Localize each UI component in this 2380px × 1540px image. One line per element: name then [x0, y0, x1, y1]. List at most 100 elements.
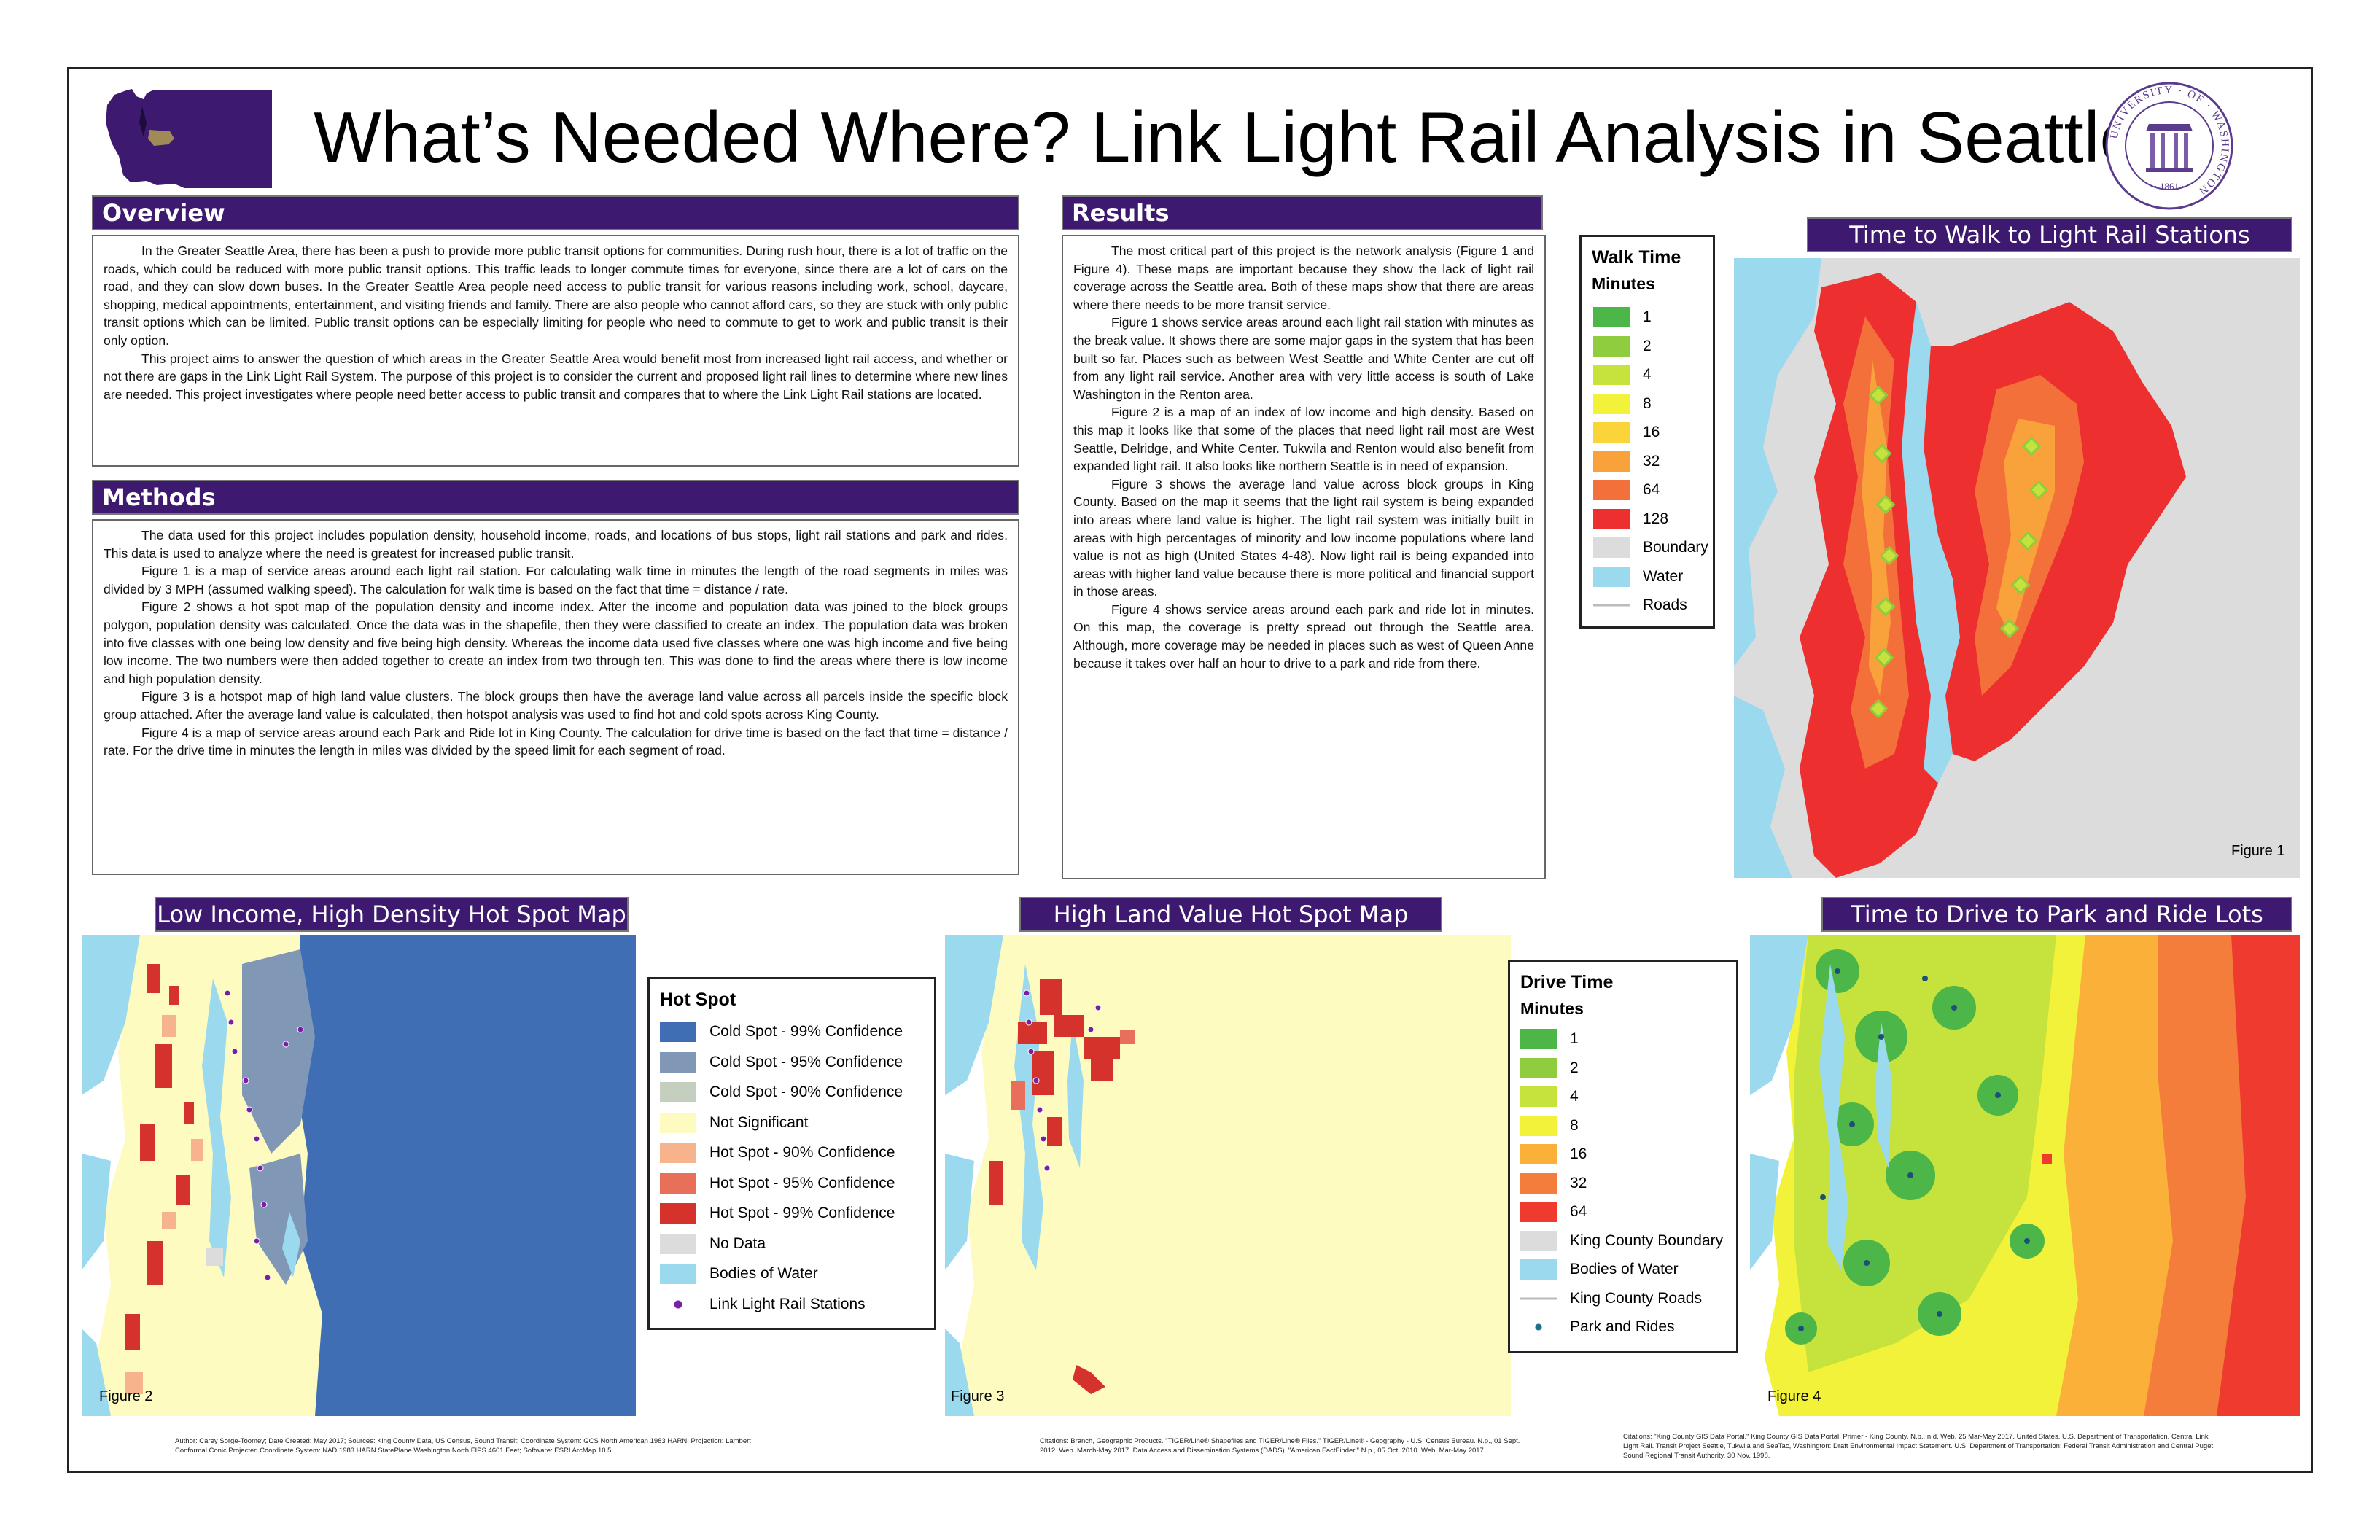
legend-label: King County Boundary — [1570, 1232, 1724, 1249]
drive-time-map — [1750, 935, 2300, 1416]
legend-label: Bodies of Water — [709, 1265, 818, 1282]
legend-label: Link Light Rail Stations — [709, 1295, 866, 1312]
landvalue-map-heading: High Land Value Hot Spot Map — [1019, 897, 1442, 932]
legend-swatch — [1520, 1144, 1557, 1164]
legend-label: No Data — [709, 1234, 766, 1252]
legend-item: Roads — [1593, 595, 1687, 615]
results-paragraph: Figure 1 shows service areas around each… — [1073, 315, 1534, 402]
legend-swatch — [660, 1203, 696, 1224]
walk-time-map — [1734, 258, 2300, 878]
hotspot-legend: Hot Spot Cold Spot - 99% Confidence Cold … — [648, 977, 936, 1330]
legend-swatch — [1520, 1029, 1557, 1049]
land-value-map — [945, 935, 1511, 1416]
legend-swatch — [660, 1264, 696, 1284]
legend-item: King County Roads — [1520, 1288, 1702, 1309]
walk-legend-subtitle: Minutes — [1592, 274, 1655, 293]
legend-swatch — [1520, 1259, 1557, 1280]
results-paragraph: Figure 2 is a map of an index of low inc… — [1073, 405, 1534, 474]
legend-label: 4 — [1570, 1088, 1579, 1105]
legend-item: Not Significant — [660, 1112, 809, 1133]
results-heading: Results — [1062, 195, 1543, 230]
methods-paragraph: Figure 3 is a hotspot map of high land v… — [104, 689, 1008, 722]
legend-item: Cold Spot - 99% Confidence — [660, 1022, 903, 1042]
legend-item: Cold Spot - 95% Confidence — [660, 1051, 903, 1073]
legend-item: King County Boundary — [1520, 1230, 1724, 1251]
legend-swatch — [1593, 595, 1630, 615]
legend-item: No Data — [660, 1233, 766, 1254]
census-citation: Citations: Branch, Geographic Products. … — [1040, 1437, 1520, 1455]
university-seal-icon: UNIVERSITY · OF · WASHINGTON · 1861 · — [2105, 82, 2233, 210]
legend-swatch — [1593, 422, 1630, 443]
legend-label: Cold Spot - 90% Confidence — [709, 1084, 903, 1100]
legend-swatch — [1520, 1086, 1557, 1107]
hotspot-legend-title: Hot Spot — [660, 989, 736, 1010]
legend-item: Boundary — [1593, 537, 1708, 558]
hotspot-map-heading: Low Income, High Density Hot Spot Map — [155, 897, 629, 932]
legend-label: 64 — [1570, 1203, 1587, 1220]
legend-swatch — [660, 1172, 696, 1194]
methods-paragraph: Figure 2 shows a hot spot map of the pop… — [104, 599, 1008, 686]
figure-4-label: Figure 4 — [1768, 1388, 1821, 1404]
washington-state-logo — [106, 89, 272, 188]
legend-label: 1 — [1570, 1030, 1579, 1047]
legend-label: Roads — [1643, 596, 1687, 613]
legend-swatch — [660, 1294, 696, 1315]
legend-label: Water — [1643, 567, 1684, 585]
legend-swatch — [660, 1143, 696, 1163]
legend-swatch — [1593, 365, 1630, 385]
legend-label: Cold Spot - 95% Confidence — [709, 1053, 903, 1070]
results-paragraph: Figure 3 shows the average land value ac… — [1073, 476, 1534, 599]
legend-label: 32 — [1643, 452, 1660, 470]
methods-paragraph: Figure 1 is a map of service areas aroun… — [104, 564, 1008, 596]
legend-swatch — [1520, 1230, 1557, 1251]
legend-swatch — [1520, 1172, 1557, 1194]
drive-legend-subtitle: Minutes — [1520, 999, 1584, 1018]
legend-swatch — [660, 1022, 696, 1042]
legend-label: 64 — [1643, 481, 1660, 498]
legend-item: Hot Spot - 99% Confidence — [660, 1203, 895, 1224]
legend-swatch — [1520, 1317, 1557, 1337]
figure-2-label: Figure 2 — [99, 1388, 153, 1404]
legend-item: 2 — [1593, 335, 1652, 357]
methods-paragraph: Figure 4 is a map of service areas aroun… — [104, 725, 1008, 758]
legend-item: 1 — [1520, 1029, 1579, 1049]
legend-label: 1 — [1643, 308, 1652, 325]
legend-swatch — [1520, 1202, 1557, 1222]
legend-label: Not Significant — [709, 1113, 809, 1131]
overview-paragraph: This project aims to answer the question… — [104, 351, 1008, 402]
legend-item: Water — [1593, 566, 1684, 587]
legend-item: 2 — [1520, 1057, 1579, 1078]
drive-legend-title: Drive Time — [1520, 972, 1614, 992]
legend-item: 1 — [1593, 307, 1652, 327]
legend-item: 8 — [1520, 1115, 1579, 1136]
legend-item: 128 — [1593, 508, 1669, 529]
legend-item: 32 — [1520, 1172, 1587, 1194]
legend-swatch — [1520, 1288, 1557, 1309]
legend-swatch — [660, 1233, 696, 1254]
drive-time-legend: Drive Time Minutes 1 2 4 8 16 32 64 King County… — [1508, 960, 1738, 1353]
walk-map-heading: Time to Walk to Light Rail Stations — [1807, 217, 2292, 252]
transit-citation: Citations: "King County GIS Data Portal.… — [1623, 1433, 2214, 1460]
legend-item: Link Light Rail Stations — [660, 1294, 866, 1315]
legend-item: 16 — [1593, 422, 1660, 443]
legend-label: 32 — [1570, 1174, 1587, 1191]
legend-label: 16 — [1643, 424, 1660, 440]
legend-swatch — [660, 1112, 696, 1133]
legend-label: 2 — [1643, 337, 1652, 354]
legend-label: Hot Spot - 90% Confidence — [709, 1144, 895, 1161]
methods-heading: Methods — [92, 480, 1019, 515]
legend-swatch — [1593, 566, 1630, 587]
legend-label: 8 — [1570, 1116, 1579, 1134]
walk-time-legend: Walk Time Minutes 1 2 4 8 16 32 64 128 Boundary W… — [1579, 235, 1715, 629]
overview-paragraph: In the Greater Seattle Area, there has b… — [104, 244, 1008, 348]
legend-item: 64 — [1520, 1202, 1587, 1222]
methods-text: The data used for this project includes … — [92, 519, 1019, 875]
overview-text: In the Greater Seattle Area, there has b… — [92, 235, 1019, 467]
drive-map-heading: Time to Drive to Park and Ride Lots — [1821, 897, 2292, 932]
overview-heading: Overview — [92, 195, 1019, 230]
legend-swatch — [660, 1051, 696, 1073]
legend-label: 128 — [1643, 510, 1669, 527]
legend-item: Hot Spot - 90% Confidence — [660, 1143, 895, 1163]
legend-swatch — [1593, 508, 1630, 529]
legend-label: King County Roads — [1570, 1289, 1702, 1307]
